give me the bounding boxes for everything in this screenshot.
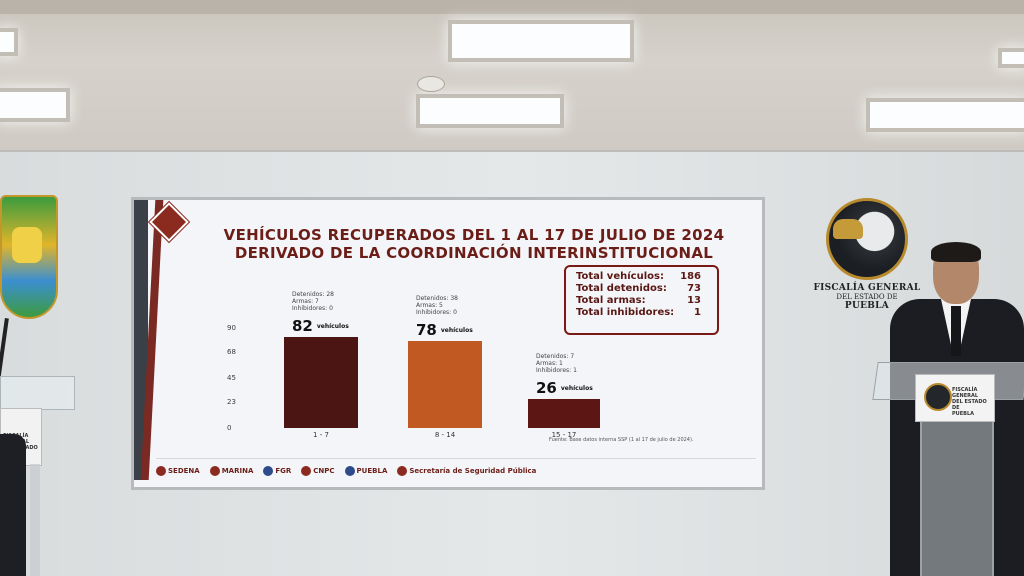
fiscalia-line-3: PUEBLA: [844, 301, 890, 311]
ceiling-light: [0, 92, 66, 118]
podium-panel: FISCALÍA GENERAL DEL ESTADO DE PUEBLA: [915, 374, 995, 422]
fiscalia-line-2: DEL ESTADO DE: [836, 293, 898, 301]
slide-title-line-1: VEHÍCULOS RECUPERADOS DEL 1 AL 17 DE JUL…: [223, 226, 725, 244]
y-tick-label: 23: [227, 398, 236, 407]
footer-logos: SEDENA MARINA FGR CNPC PUEBLA Secretaría…: [156, 458, 756, 483]
x-tick-label: 8 - 14: [434, 431, 456, 439]
person-left-edge: [0, 434, 26, 576]
podium-leg: [920, 420, 994, 576]
y-tick-label: 90: [227, 324, 236, 332]
summary-label: Total vehículos:: [576, 271, 664, 282]
slide-source: Fuente: Base datos interna SSP (1 al 17 …: [549, 437, 694, 443]
podium-text: FISCALÍA GENERAL DEL ESTADO DE PUEBLA: [952, 387, 987, 417]
bar-note: Detenidos: 7 Armas: 1 Inhibidores: 1: [536, 353, 577, 375]
summary-row: Total detenidos: 73: [576, 283, 707, 295]
smoke-detector: [417, 76, 445, 92]
x-tick-label: 1 - 7: [313, 431, 329, 439]
footer-logo: CNPC: [301, 466, 335, 476]
y-tick-label: 0: [227, 424, 232, 432]
footer-logo: FGR: [263, 466, 291, 476]
bar-value-label: 82 vehículos: [292, 316, 349, 335]
wall-edge: [0, 150, 1024, 152]
summary-box: Total vehículos: 186 Total detenidos: 73 T…: [564, 265, 719, 335]
bar-note: Detenidos: 28 Armas: 7 Inhibidores: 0: [292, 290, 334, 312]
bar: [408, 341, 482, 428]
fiscalia-line-1: FISCALÍA GENERAL: [813, 283, 921, 293]
podium-leg: [30, 464, 40, 576]
ceiling-light: [0, 32, 14, 52]
y-tick-label: 68: [227, 348, 236, 357]
speaker-tie: [951, 306, 961, 356]
puebla-coat-of-arms: [0, 195, 58, 319]
ceiling-trim: [0, 0, 1024, 14]
bar-value-label: 78 vehículos: [416, 321, 473, 340]
slide-title-line-2: DERIVADO DE LA COORDINACIÓN INTERINSTITU…: [234, 244, 714, 262]
footer-logo: MARINA: [209, 466, 253, 476]
summary-value: 73: [687, 283, 701, 294]
summary-value: 1: [694, 307, 701, 318]
footer-logo: SEDENA: [156, 466, 200, 476]
summary-row: Total vehículos: 186: [576, 271, 707, 283]
right-podium: FISCALÍA GENERAL DEL ESTADO DE PUEBLA: [872, 362, 1024, 576]
bar-note: Detenidos: 38 Armas: 5 Inhibidores: 0: [416, 295, 458, 317]
summary-value: 13: [687, 295, 701, 306]
projection-screen: VEHÍCULOS RECUPERADOS DEL 1 AL 17 DE JUL…: [131, 197, 765, 490]
podium-top: [0, 376, 75, 410]
footer-logo: Secretaría de Seguridad Pública: [397, 466, 536, 476]
fiscalia-logo: [826, 198, 908, 280]
family-figure-icon: [833, 219, 863, 239]
x-tick-label: 15 - 17: [551, 431, 577, 439]
summary-label: Total armas:: [576, 295, 646, 306]
ceiling-light: [870, 102, 1024, 128]
fiscalia-wall-text: FISCALÍA GENERAL DEL ESTADO DE PUEBLA: [812, 283, 922, 311]
summary-value: 186: [680, 271, 701, 282]
ceiling-light: [420, 98, 560, 124]
footer-logo: PUEBLA: [344, 466, 387, 476]
bar: [284, 336, 358, 428]
summary-row: Total inhibidores: 1: [576, 307, 707, 319]
fiscalia-mini-logo: [924, 383, 952, 411]
summary-label: Total inhibidores:: [576, 307, 675, 318]
ceiling-light: [452, 24, 630, 58]
speaker-hair: [931, 242, 981, 262]
y-tick-label: 45: [227, 374, 236, 382]
summary-label: Total detenidos:: [576, 283, 667, 294]
bar-value-label: 26 vehículos: [536, 379, 593, 398]
bar: [528, 399, 600, 428]
summary-row: Total armas: 13: [576, 295, 707, 307]
ceiling-light: [1002, 52, 1024, 64]
